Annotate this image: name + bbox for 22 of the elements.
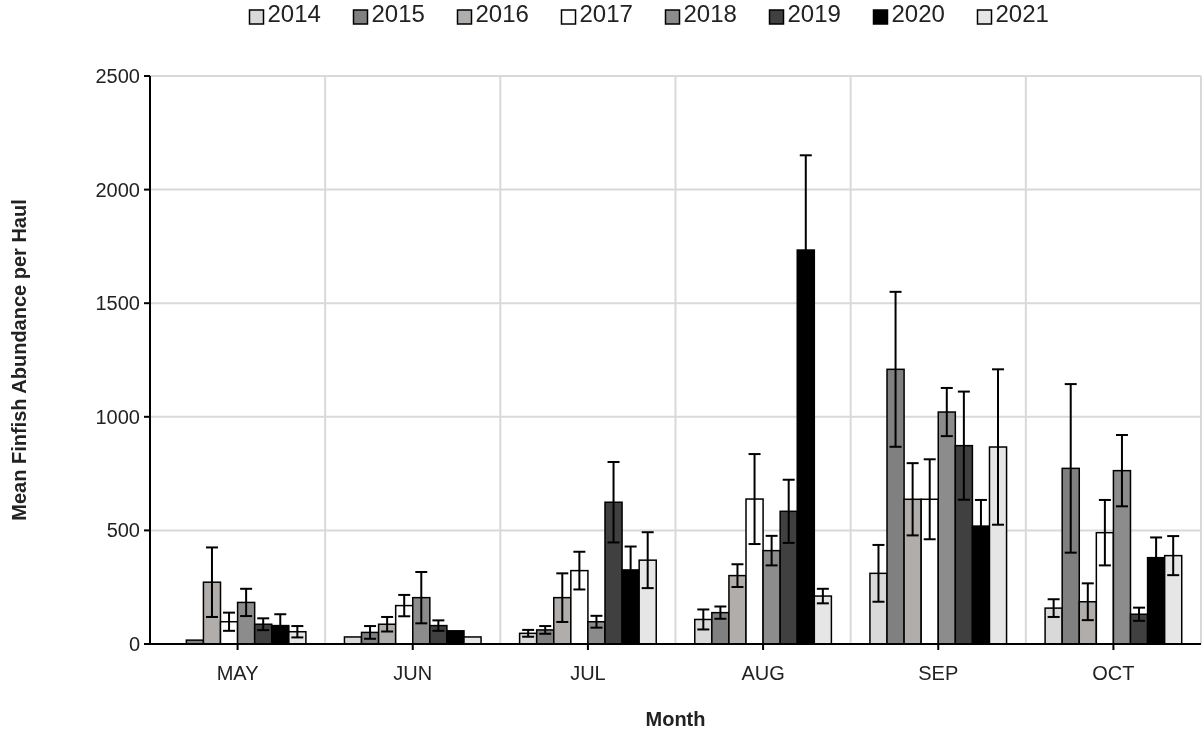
legend-label: 2016 — [475, 0, 529, 27]
y-tick-label: 2500 — [95, 65, 140, 87]
y-tick-label: 2000 — [95, 178, 140, 201]
x-tick-label: SEP — [918, 662, 959, 684]
legend-label: 2020 — [891, 0, 945, 27]
y-tick-label: 0 — [128, 633, 140, 655]
x-axis-title: Month — [645, 708, 706, 730]
y-tick-label: 500 — [106, 519, 140, 542]
x-tick-label: JUL — [570, 662, 606, 684]
y-tick-label: 1000 — [95, 405, 140, 428]
x-tick-label: JUN — [393, 662, 433, 684]
x-tick-label: MAY — [216, 662, 259, 684]
legend-label: 2017 — [579, 0, 633, 27]
x-tick-label: OCT — [1092, 662, 1135, 684]
y-tick-label: 1500 — [95, 292, 140, 315]
x-tick-label: AUG — [741, 662, 785, 684]
legend-label: 2014 — [267, 0, 321, 27]
legend-label: 2021 — [995, 0, 1049, 27]
legend-label: 2019 — [787, 0, 841, 27]
legend-label: 2018 — [683, 0, 737, 27]
y-axis-title: Mean Finfish Abundance per Haul — [8, 199, 30, 521]
legend-label: 2015 — [371, 0, 425, 27]
